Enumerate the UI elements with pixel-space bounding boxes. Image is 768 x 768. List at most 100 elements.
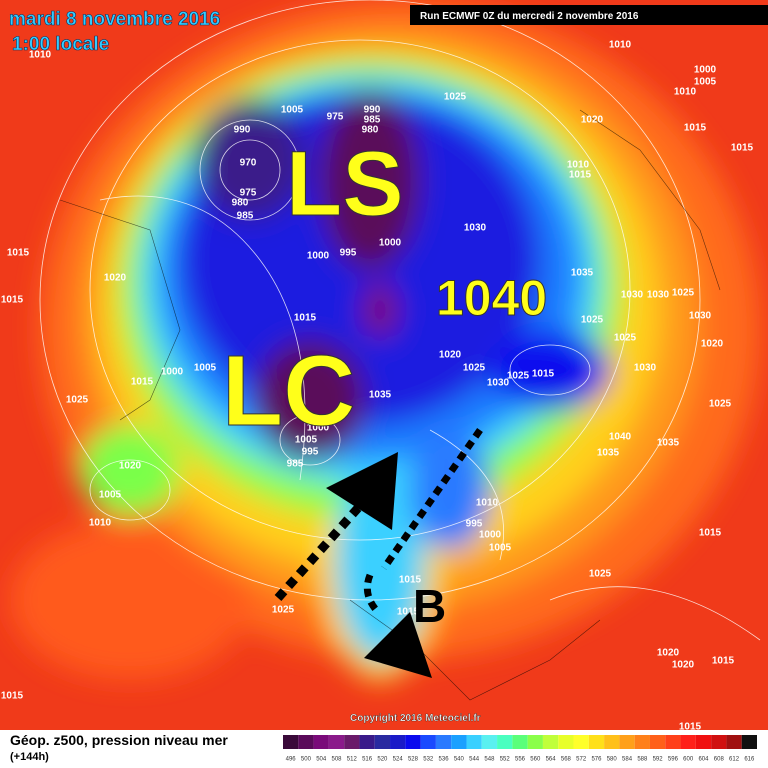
- colorbar-tick-label: 560: [530, 757, 541, 763]
- colorbar-tick-label: 512: [347, 757, 358, 763]
- isobar-label: 1030: [689, 311, 712, 322]
- isobar-label: 1015: [731, 143, 754, 154]
- colorbar-cell: [313, 735, 329, 749]
- colorbar-cell: [466, 735, 482, 749]
- colorbar-tick-label: 580: [607, 757, 618, 763]
- isobar-label: 1020: [701, 339, 724, 350]
- copyright: Copyright 2016 Meteociel.fr: [350, 713, 481, 724]
- isobar-label: 995: [340, 248, 357, 259]
- colorbar-cell: [649, 735, 666, 749]
- colorbar-cell: [741, 735, 757, 749]
- arrow-head: [326, 452, 398, 530]
- isobar-label: 1035: [571, 268, 594, 279]
- isobar-label: 1015: [532, 369, 555, 380]
- arrow-shaft: [381, 428, 483, 570]
- colorbar-tick-label: 608: [714, 757, 725, 763]
- isobar-label: 1025: [507, 371, 530, 382]
- colorbar-cell: [344, 735, 360, 749]
- isobar-label: 1015: [569, 170, 592, 181]
- colorbar-cell: [298, 735, 314, 749]
- isobar-label: 995: [302, 447, 319, 458]
- colorbar-tick-label: 552: [500, 757, 511, 763]
- isobar-label: 1030: [647, 290, 670, 301]
- colorbar-tick-label: 600: [683, 757, 694, 763]
- isobar-label: 1025: [614, 333, 637, 344]
- colorbar-tick-label: 564: [546, 757, 557, 763]
- run-box: [410, 5, 768, 25]
- isobar-label: 1015: [699, 528, 722, 539]
- isobar-label: 1035: [597, 448, 620, 459]
- colorbar-cell: [390, 735, 406, 749]
- colorbar-cell: [328, 735, 345, 749]
- colorbar-tick-label: 556: [515, 757, 526, 763]
- isobar-label: 1020: [581, 115, 604, 126]
- isobar-label: 1015: [397, 607, 420, 618]
- colorbar-tick-label: 528: [408, 757, 419, 763]
- isobar-label: 1015: [712, 656, 735, 667]
- colorbar-tick-label: 572: [576, 757, 587, 763]
- colorbar-tick-label: 504: [316, 757, 327, 763]
- isobar-label: 1010: [89, 518, 112, 529]
- isobar-label: 1020: [119, 461, 142, 472]
- colorbar-tick-label: 536: [439, 757, 450, 763]
- isobar-label: 975: [240, 188, 257, 199]
- colorbar-cell: [726, 735, 742, 749]
- isobar-label: 980: [232, 198, 249, 209]
- colorbar-cell: [359, 735, 375, 749]
- colorbar-tick-label: 520: [377, 757, 388, 763]
- colorbar-tick-label: 588: [637, 757, 648, 763]
- colorbar-tick-label: 532: [423, 757, 434, 763]
- colorbar-tick-label: 612: [729, 757, 740, 763]
- colorbar-tick-label: 500: [301, 757, 312, 763]
- colorbar-cell: [283, 735, 299, 749]
- colorbar-cell: [451, 735, 467, 749]
- colorbar-cell: [405, 735, 421, 749]
- colorbar-tick-label: 540: [454, 757, 465, 763]
- arrows: [274, 428, 483, 678]
- isobar-label: 1010: [609, 40, 632, 51]
- isobar-label: 1015: [131, 377, 154, 388]
- isobar-label: 1015: [679, 722, 702, 733]
- arrow-head: [364, 612, 432, 678]
- isobar-label: 1020: [439, 350, 462, 361]
- colorbar-cell: [711, 735, 727, 749]
- annotation-b: B: [413, 580, 446, 632]
- isobar-label: 1020: [104, 273, 127, 284]
- colorbar-cell: [435, 735, 452, 749]
- colorbar-tick-label: 544: [469, 757, 480, 763]
- isobar-label: 1025: [672, 288, 695, 299]
- colorbar-cell: [497, 735, 513, 749]
- colorbar-cell: [634, 735, 650, 749]
- isobar-label: 995: [466, 519, 483, 530]
- colorbar-cell: [512, 735, 528, 749]
- colorbar-tick-label: 596: [668, 757, 679, 763]
- colorbar-tick-label: 604: [698, 757, 709, 763]
- isobar-label: 1005: [194, 363, 217, 374]
- isobar-label: 1030: [621, 290, 644, 301]
- colorbar-tick-label: 516: [362, 757, 373, 763]
- isobar-label: 1005: [489, 543, 512, 554]
- isobar-label: 985: [287, 459, 304, 470]
- isobar-labels: 1010101010001005101010251005975990985980…: [1, 40, 754, 733]
- isobar-label: 1000: [694, 65, 717, 76]
- colorbar-cell: [420, 735, 436, 749]
- isobar-label: 1000: [307, 251, 330, 262]
- isobar-label: 1035: [369, 390, 392, 401]
- isobar-label: 1015: [399, 575, 422, 586]
- footer-lead: (+144h): [10, 751, 49, 763]
- date: mardi 8 novembre 2016: [9, 9, 220, 30]
- isobar-label: 1030: [634, 363, 657, 374]
- colorbar-cell: [695, 735, 712, 749]
- isobar-label: 1030: [464, 223, 487, 234]
- isobar-label: 1025: [709, 399, 732, 410]
- isobar-label: 1010: [476, 498, 499, 509]
- colorbar-tick-label: 592: [653, 757, 664, 763]
- colorbar-cell: [588, 735, 605, 749]
- arrow-shaft: [363, 573, 381, 615]
- colorbar-tick-label: 616: [744, 757, 755, 763]
- colorbar-tick-label: 496: [286, 757, 297, 763]
- isobar-label: 1030: [487, 378, 510, 389]
- isobar-label: 1025: [66, 395, 89, 406]
